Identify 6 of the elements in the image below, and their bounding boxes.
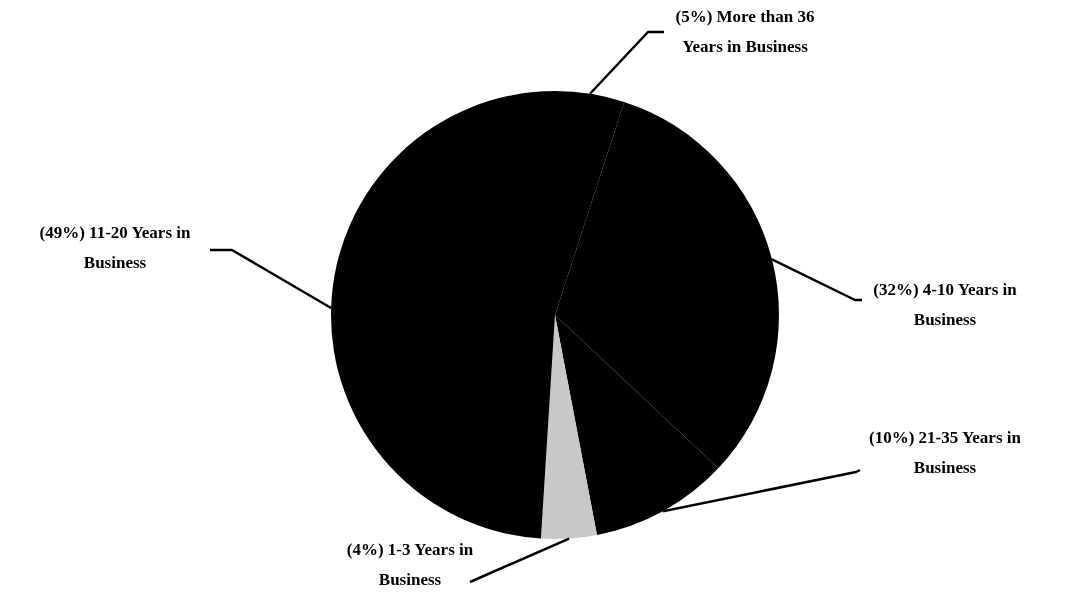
pie-slice: [540, 315, 597, 539]
slice-label: (49%) 11-20 Years in Business: [39, 223, 192, 272]
slice-label: (4%) 1-3 Years in Business: [346, 540, 474, 589]
slice-label: (32%) 4-10 Years in Business: [873, 280, 1018, 329]
slice-label: (10%) 21-35 Years in Business: [869, 428, 1022, 477]
slice-label: (5%) More than 36 Years in Business: [675, 7, 815, 56]
